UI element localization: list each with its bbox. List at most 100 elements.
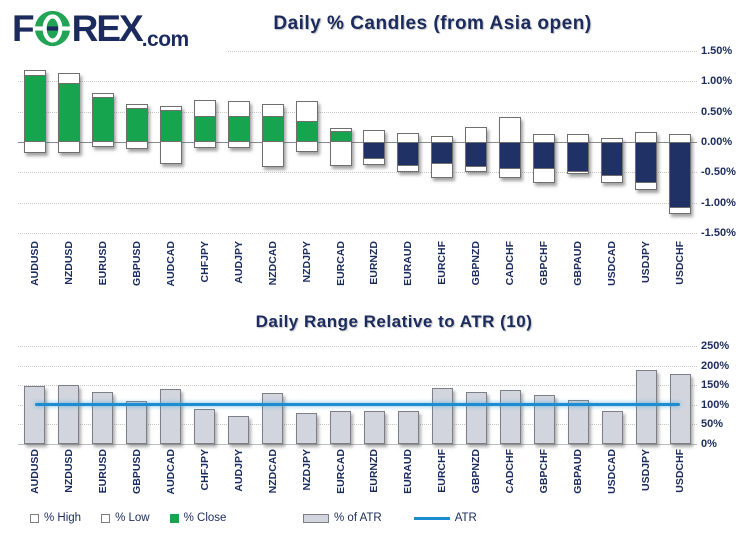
atr-bar-EURUSD <box>92 392 114 444</box>
y-tick-label: -0.50% <box>701 166 736 179</box>
x-tick-AUDCAD: AUDCAD <box>164 241 177 287</box>
gridline-0.00% <box>18 142 697 143</box>
candle-close-EURNZD <box>363 142 386 159</box>
candle-close-USDCHF <box>669 142 692 208</box>
y-tick-label: 100% <box>701 398 730 411</box>
atr-legend: % of ATR ATR <box>303 512 477 524</box>
atr-bar-CHFJPY <box>194 409 216 444</box>
x-tick-NZDUSD: NZDUSD <box>62 241 75 285</box>
logo-dot-com: .com <box>141 28 190 51</box>
y-tick-label: 1.50% <box>701 45 733 57</box>
legend-item-high: % High <box>30 512 81 524</box>
legend-item-atr: ATR <box>413 512 477 524</box>
x-tick-atr-EURNZD: EURNZD <box>368 449 381 493</box>
x-tick-atr-USDCHF: USDCHF <box>674 449 687 493</box>
candle-close-EURUSD <box>91 97 114 142</box>
atr-bar-GBPNZD <box>465 392 487 444</box>
gridline-1.00% <box>18 81 697 83</box>
atr-chart-title: Daily Range Relative to ATR (10) <box>255 312 533 331</box>
legend-high-label: % High <box>44 512 82 524</box>
y-tick-label: 50% <box>701 418 724 431</box>
candle-close-EURAUD <box>397 142 420 167</box>
legend-atr-label: ATR <box>454 512 477 524</box>
gridline-250% <box>18 346 697 347</box>
atr-bar-USDJPY <box>635 370 657 444</box>
x-tick-atr-USDCAD: USDCAD <box>606 449 619 494</box>
candle-close-USDCAD <box>601 142 624 176</box>
gridline-0.50% <box>18 111 697 113</box>
x-tick-USDJPY: USDJPY <box>640 241 653 284</box>
atr-plot-area <box>18 346 697 445</box>
atr-bar-EURAUD <box>397 411 419 444</box>
x-tick-CHFJPY: CHFJPY <box>198 241 211 283</box>
x-tick-EURNZD: EURNZD <box>368 241 381 285</box>
x-tick-atr-USDJPY: USDJPY <box>640 449 653 492</box>
x-tick-atr-EURAUD: EURAUD <box>402 449 415 494</box>
candle-close-CHFJPY <box>193 115 216 142</box>
x-tick-atr-CHFJPY: CHFJPY <box>198 449 211 491</box>
atr-bar-swatch-icon <box>303 513 329 523</box>
gridline-200% <box>18 365 697 367</box>
candle-close-NZDCAD <box>261 115 284 142</box>
x-tick-EURCAD: EURCAD <box>334 241 347 286</box>
atr-average-line <box>34 403 681 407</box>
y-tick-label: 0.50% <box>701 105 733 118</box>
gridline-150% <box>18 385 697 387</box>
x-tick-atr-AUDUSD: AUDUSD <box>28 449 41 494</box>
atr-bar-NZDUSD <box>58 385 80 444</box>
atr-bar-EURNZD <box>363 411 385 444</box>
atr-bar-NZDJPY <box>296 412 318 444</box>
legend-item-close: % Close <box>169 512 227 524</box>
y-tick-label: 250% <box>701 340 730 352</box>
x-tick-atr-NZDUSD: NZDUSD <box>62 449 75 493</box>
candle-close-AUDUSD <box>23 75 46 142</box>
logo-o-icon <box>34 10 71 46</box>
legend-close-label: % Close <box>183 512 227 524</box>
logo-letter-f: F <box>12 7 35 49</box>
candle-close-GBPCHF <box>533 142 556 170</box>
x-tick-atr-GBPNZD: GBPNZD <box>470 449 483 494</box>
x-tick-GBPUSD: GBPUSD <box>130 241 143 286</box>
gridline-1.50% <box>18 51 697 52</box>
forex-logo: F REX .com <box>0 0 228 56</box>
y-tick-label: 1.00% <box>701 75 733 88</box>
x-tick-atr-EURCHF: EURCHF <box>436 449 449 493</box>
logo-letters-rex: REX <box>71 7 144 49</box>
x-tick-AUDUSD: AUDUSD <box>28 241 41 286</box>
y-tick-label: 200% <box>701 359 730 372</box>
x-tick-GBPAUD: GBPAUD <box>572 241 585 286</box>
atr-bar-USDCHF <box>669 374 691 444</box>
atr-bar-AUDCAD <box>160 388 182 444</box>
candle-close-EURCHF <box>431 142 454 165</box>
y-tick-label: 150% <box>701 379 730 392</box>
x-tick-NZDCAD: NZDCAD <box>266 241 279 286</box>
y-tick-label: -1.50% <box>701 227 736 239</box>
x-tick-atr-AUDCAD: AUDCAD <box>164 449 177 495</box>
candle-close-AUDJPY <box>227 115 250 142</box>
candles-chart-title: Daily % Candles (from Asia open) <box>273 13 592 34</box>
close-swatch-icon <box>169 513 179 523</box>
atr-bar-NZDCAD <box>262 393 284 444</box>
gridline-0% <box>18 444 697 445</box>
candle-close-NZDUSD <box>57 83 80 142</box>
x-tick-atr-GBPAUD: GBPAUD <box>572 449 585 494</box>
candle-close-CADCHF <box>499 142 522 170</box>
legend-item-pct-of-atr: % of ATR <box>303 512 382 524</box>
x-tick-USDCHF: USDCHF <box>674 241 687 285</box>
candle-close-GBPNZD <box>465 142 488 167</box>
atr-bar-GBPUSD <box>126 401 148 444</box>
x-tick-atr-NZDJPY: NZDJPY <box>300 449 313 491</box>
atr-bar-USDCAD <box>601 411 623 444</box>
x-tick-atr-EURUSD: EURUSD <box>96 449 109 494</box>
low-swatch-icon <box>101 513 111 523</box>
legend-item-low: % Low <box>101 512 150 524</box>
candle-close-USDJPY <box>635 142 658 183</box>
x-tick-atr-EURCAD: EURCAD <box>334 449 347 494</box>
gridline--1.50% <box>18 233 697 234</box>
atr-bar-AUDJPY <box>228 415 250 444</box>
x-tick-EURCHF: EURCHF <box>436 241 449 285</box>
atr-bar-GBPCHF <box>533 395 555 444</box>
atr-bar-CADCHF <box>499 389 521 444</box>
legend-pct-atr-label: % of ATR <box>334 512 382 524</box>
x-tick-atr-CADCHF: CADCHF <box>504 449 517 494</box>
